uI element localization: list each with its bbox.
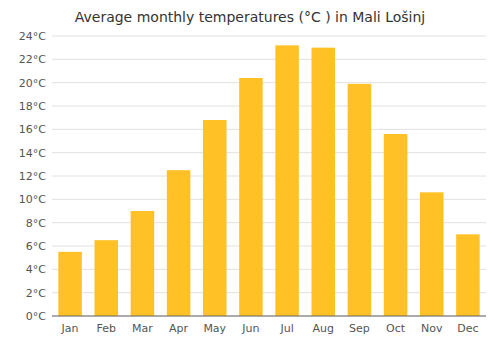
x-tick-label: May <box>203 322 226 335</box>
grid-line <box>52 316 486 317</box>
grid-line <box>52 36 486 37</box>
grid-line <box>52 152 486 153</box>
y-tick-label: 24°C <box>19 30 46 43</box>
bar <box>94 240 118 316</box>
bar <box>348 84 372 316</box>
x-tick-label: Jul <box>279 322 293 335</box>
y-tick-label: 6°C <box>26 240 46 253</box>
title: Average monthly temperatures (°C ) in Ma… <box>75 9 426 25</box>
bars <box>58 45 479 316</box>
chart-svg: Average monthly temperatures (°C ) in Ma… <box>0 0 500 350</box>
y-axis: 0°C 2°C 4°C 6°C 8°C 10°C 12°C 14°C 16°C 18°C 20°C 2… <box>19 30 46 323</box>
grid-line <box>52 82 486 83</box>
x-tick-label: Mar <box>132 322 153 335</box>
x-tick-label: Jan <box>61 322 79 335</box>
bar <box>239 78 263 316</box>
x-axis: Jan Feb Mar Apr May Jun Jul Aug Sep Oct Nov Dec <box>52 316 486 335</box>
y-tick-label: 18°C <box>19 100 46 113</box>
bar <box>456 234 480 316</box>
y-tick-label: 20°C <box>19 77 46 90</box>
bar <box>58 252 82 316</box>
x-tick-label: Nov <box>421 322 443 335</box>
bar <box>384 134 408 316</box>
bar <box>131 211 155 316</box>
chart-container: Average monthly temperatures (°C ) in Ma… <box>0 0 500 350</box>
x-tick-label: Apr <box>169 322 189 335</box>
y-tick-label: 10°C <box>19 193 46 206</box>
bar <box>275 45 299 316</box>
grid-line <box>52 129 486 130</box>
y-tick-label: 16°C <box>19 123 46 136</box>
y-tick-label: 8°C <box>26 217 46 230</box>
grid <box>52 36 486 316</box>
grid-line <box>52 176 486 177</box>
y-tick-label: 22°C <box>19 53 46 66</box>
y-tick-label: 2°C <box>26 287 46 300</box>
y-tick-label: 12°C <box>19 170 46 183</box>
x-axis-line <box>52 316 486 317</box>
y-tick-label: 4°C <box>26 263 46 276</box>
y-tick-label: 14°C <box>19 147 46 160</box>
x-tick-label: Feb <box>97 322 116 335</box>
grid-line <box>52 59 486 60</box>
x-tick-label: Jun <box>241 322 259 335</box>
bar <box>203 120 227 316</box>
x-tick-label: Dec <box>457 322 478 335</box>
grid-line <box>52 106 486 107</box>
bar <box>311 48 335 316</box>
x-tick-label: Aug <box>313 322 334 335</box>
y-tick-label: 0°C <box>26 310 46 323</box>
bar <box>167 170 191 316</box>
x-tick-label: Sep <box>349 322 370 335</box>
bar <box>420 192 444 316</box>
x-tick-label: Oct <box>386 322 406 335</box>
